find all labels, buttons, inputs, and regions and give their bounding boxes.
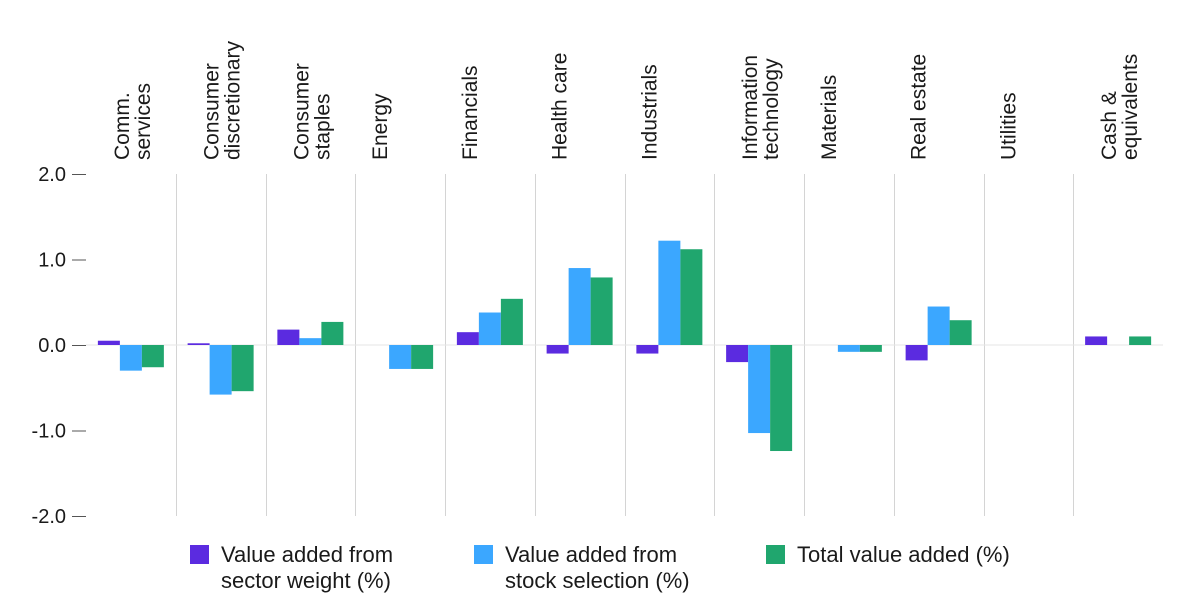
y-axis: 2.0 1.0 0.0 -1.0 -2.0	[32, 164, 86, 528]
bar	[680, 249, 703, 345]
bar	[500, 298, 523, 345]
bar	[299, 338, 322, 345]
legend-item-sector-weight: Value added from sector weight (%)	[190, 542, 474, 594]
bar	[141, 345, 164, 368]
category-label: Consumerdiscretionary	[201, 40, 245, 160]
bars	[97, 240, 1152, 452]
category-label: Health care	[549, 53, 572, 160]
y-tick-label: 2.0	[38, 164, 66, 186]
bar	[119, 345, 142, 371]
bar	[837, 345, 860, 352]
legend: Value added from sector weight (%) Value…	[190, 542, 1010, 594]
bar	[726, 345, 749, 363]
y-tick-label: -1.0	[32, 421, 66, 443]
bar	[568, 268, 591, 345]
bar	[187, 343, 210, 345]
category-label: Consumerstaples	[290, 63, 334, 160]
legend-label-stock-selection: Value added from stock selection (%)	[505, 542, 690, 593]
category-label: Cash &equivalents	[1098, 54, 1142, 160]
y-tick-label: 0.0	[38, 335, 66, 357]
category-label: Informationtechnology	[739, 55, 783, 160]
bar	[905, 345, 928, 361]
legend-label-sector-weight: Value added from sector weight (%)	[221, 542, 394, 593]
legend-item-stock-selection: Value added from stock selection (%)	[474, 542, 766, 594]
category-label: Energy	[369, 93, 392, 160]
bar	[97, 340, 120, 345]
bar	[277, 329, 300, 345]
legend-swatch-stock-selection	[474, 545, 493, 564]
bar	[590, 277, 613, 345]
category-labels: Comm.services Consumerdiscretionary Consum…	[111, 40, 1142, 160]
y-tick-label: 1.0	[38, 250, 66, 272]
y-tick-label: -2.0	[32, 506, 66, 528]
category-label: Comm.services	[111, 83, 155, 160]
bar	[859, 345, 882, 352]
bar	[658, 240, 681, 345]
legend-label-total-value: Total value added (%)	[797, 542, 1010, 567]
bar	[636, 345, 659, 354]
bar	[1129, 336, 1152, 345]
category-label: Real estate	[908, 54, 931, 160]
bar	[389, 345, 412, 369]
bar	[209, 345, 232, 395]
bar	[231, 345, 254, 392]
bar	[321, 321, 344, 345]
category-label: Financials	[459, 65, 482, 160]
bar	[770, 345, 793, 452]
category-label: Industrials	[638, 64, 661, 160]
bar	[748, 345, 771, 434]
bar	[1085, 336, 1108, 345]
category-label: Utilities	[997, 92, 1020, 160]
legend-swatch-total-value	[766, 545, 785, 564]
bar	[949, 320, 972, 345]
legend-item-total-value: Total value added (%)	[766, 542, 1010, 594]
bar	[478, 312, 501, 345]
bar	[927, 306, 950, 345]
legend-swatch-sector-weight	[190, 545, 209, 564]
bar	[411, 345, 434, 369]
bar	[546, 345, 569, 354]
bar	[456, 332, 479, 345]
category-label: Materials	[818, 75, 841, 160]
